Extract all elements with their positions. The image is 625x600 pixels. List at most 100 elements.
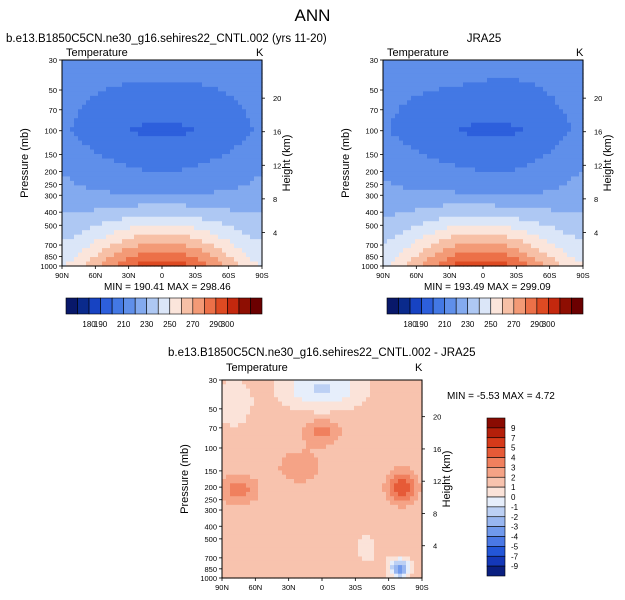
field-cell [439,171,444,178]
field-cell [471,252,476,258]
field-cell [507,216,512,222]
field-cell [222,457,227,463]
field-cell [126,60,131,66]
field-cell [551,104,556,110]
field-cell [467,68,472,75]
field-cell [563,86,568,92]
field-cell [559,95,564,101]
field-cell [150,261,155,267]
field-cell [82,82,87,88]
field-cell [439,189,444,195]
field-cell [202,158,207,164]
field-cell [118,122,123,128]
field-cell [539,118,544,124]
field-cell [174,212,179,218]
field-cell [190,248,195,254]
field-cell [543,104,548,110]
field-cell [523,163,528,169]
field-cell [146,154,151,160]
field-cell [555,140,560,146]
field-cell [202,109,207,115]
field-cell [94,180,99,186]
field-cell [567,109,572,115]
field-cell [579,136,584,142]
field-cell [122,225,127,231]
field-cell [66,194,71,200]
field-cell [166,198,171,204]
field-cell [198,158,203,164]
field-cell [511,221,516,227]
field-cell [118,109,123,115]
field-cell [495,91,500,97]
field-cell [391,198,396,204]
field-cell [515,225,520,231]
field-cell [118,104,123,110]
field-cell [403,163,408,169]
field-cell [142,243,147,249]
field-cell [162,248,167,254]
field-cell [254,427,259,433]
field-cell [575,113,580,119]
field-cell [455,127,460,133]
field-cell [551,180,556,186]
field-cell [222,418,227,424]
field-cell [399,154,404,160]
field-cell [226,113,231,119]
field-cell [254,113,259,119]
field-cell [118,234,123,240]
field-cell [190,91,195,97]
field-cell [238,216,243,222]
field-cell [130,198,135,204]
field-cell [391,118,396,124]
field-cell [182,212,187,218]
field-cell [447,176,452,182]
field-cell [475,91,480,97]
field-cell [250,440,255,446]
field-cell [383,163,388,169]
field-cell [190,82,195,88]
field-cell [186,113,191,119]
field-cell [246,496,251,502]
field-cell [250,392,255,398]
field-cell [254,257,259,263]
field-cell [531,64,536,70]
field-cell [198,140,203,146]
field-cell [559,118,564,124]
field-cell [383,131,388,137]
field-cell [222,73,227,79]
field-cell [527,73,532,79]
field-cell [515,140,520,146]
field-cell [447,239,452,245]
field-cell [523,212,528,218]
field-cell [407,73,412,79]
field-cell [178,145,183,151]
field-cell [459,180,464,186]
field-cell [491,140,496,146]
field-cell [74,95,79,101]
field-cell [162,104,167,110]
field-cell [579,64,584,70]
field-cell [234,560,239,566]
field-cell [391,225,396,231]
field-cell [182,113,187,119]
field-cell [391,136,396,142]
field-cell [242,100,247,106]
field-cell [563,230,568,236]
field-cell [443,203,448,209]
field-cell [126,109,131,115]
field-cell [234,423,239,428]
field-cell [162,154,167,160]
field-cell [254,418,259,424]
field-cell [459,185,464,191]
field-cell [403,77,408,83]
field-cell [162,171,167,178]
field-cell [222,171,227,178]
field-cell [234,64,239,70]
field-cell [258,189,263,195]
field-cell [491,203,496,209]
field-cell [423,60,428,66]
field-cell [226,388,231,394]
field-cell [202,68,207,75]
field-cell [162,239,167,245]
field-cell [567,163,572,169]
